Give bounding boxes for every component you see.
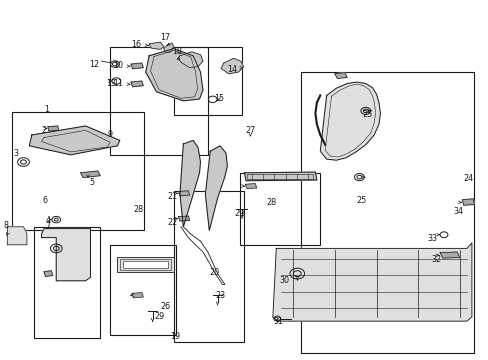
Polygon shape — [145, 49, 203, 101]
Text: 3: 3 — [13, 149, 18, 158]
Text: 18: 18 — [172, 47, 182, 56]
Polygon shape — [178, 191, 189, 196]
Bar — [123, 261, 168, 268]
Polygon shape — [178, 216, 189, 221]
Polygon shape — [41, 229, 90, 281]
Text: 9: 9 — [107, 130, 112, 139]
Text: 10: 10 — [113, 61, 123, 70]
Text: 12: 12 — [89, 60, 99, 69]
Polygon shape — [439, 252, 459, 258]
Polygon shape — [29, 126, 120, 155]
Polygon shape — [131, 81, 143, 87]
Bar — [110, 245, 176, 335]
Text: 11: 11 — [113, 79, 123, 88]
Polygon shape — [81, 171, 100, 177]
Text: 24: 24 — [463, 174, 472, 183]
Text: 14: 14 — [227, 65, 237, 74]
Polygon shape — [334, 73, 346, 78]
Polygon shape — [180, 140, 200, 227]
Bar — [300, 72, 473, 353]
Text: 4: 4 — [45, 216, 50, 225]
Polygon shape — [44, 271, 53, 276]
Text: 20: 20 — [209, 268, 219, 276]
Text: 29: 29 — [154, 311, 164, 320]
Text: 13: 13 — [106, 78, 116, 87]
Bar — [12, 112, 144, 230]
Text: 32: 32 — [430, 255, 440, 264]
Text: 16: 16 — [131, 40, 141, 49]
Text: 15: 15 — [214, 94, 224, 103]
Bar — [34, 227, 100, 338]
Text: 29: 29 — [234, 209, 244, 217]
Text: 28: 28 — [133, 205, 143, 214]
Text: 27: 27 — [245, 126, 255, 135]
Text: 17: 17 — [160, 32, 170, 41]
Polygon shape — [163, 43, 173, 52]
Polygon shape — [7, 227, 27, 245]
Polygon shape — [462, 199, 473, 205]
Polygon shape — [48, 126, 59, 131]
Text: 1: 1 — [44, 104, 49, 114]
Text: 21: 21 — [167, 192, 177, 201]
Polygon shape — [221, 58, 243, 74]
Text: 6: 6 — [42, 196, 47, 205]
Bar — [173, 191, 244, 342]
Polygon shape — [132, 293, 143, 298]
Text: 23: 23 — [215, 292, 224, 300]
Text: 8: 8 — [3, 221, 8, 230]
Text: 28: 28 — [266, 198, 276, 207]
Text: 26: 26 — [160, 302, 170, 311]
Text: 31: 31 — [273, 317, 283, 325]
Text: 22: 22 — [167, 217, 177, 227]
Polygon shape — [177, 52, 203, 68]
Text: 2: 2 — [41, 126, 46, 135]
Bar — [117, 257, 173, 272]
Text: 7: 7 — [45, 222, 50, 231]
Polygon shape — [245, 184, 256, 189]
Text: 25: 25 — [362, 109, 372, 118]
Polygon shape — [131, 63, 143, 69]
Polygon shape — [272, 243, 471, 321]
Bar — [239, 173, 320, 245]
Text: 5: 5 — [89, 177, 94, 186]
Bar — [173, 47, 242, 115]
Bar — [110, 47, 207, 155]
Bar — [120, 259, 171, 270]
Text: 33: 33 — [427, 234, 437, 243]
Polygon shape — [205, 146, 227, 230]
Text: 25: 25 — [356, 196, 366, 204]
Text: 34: 34 — [453, 207, 463, 216]
Polygon shape — [244, 172, 316, 181]
Polygon shape — [320, 82, 380, 160]
Text: 30: 30 — [279, 276, 289, 284]
Bar — [247, 174, 313, 179]
Polygon shape — [149, 42, 163, 49]
Text: 19: 19 — [170, 332, 180, 341]
